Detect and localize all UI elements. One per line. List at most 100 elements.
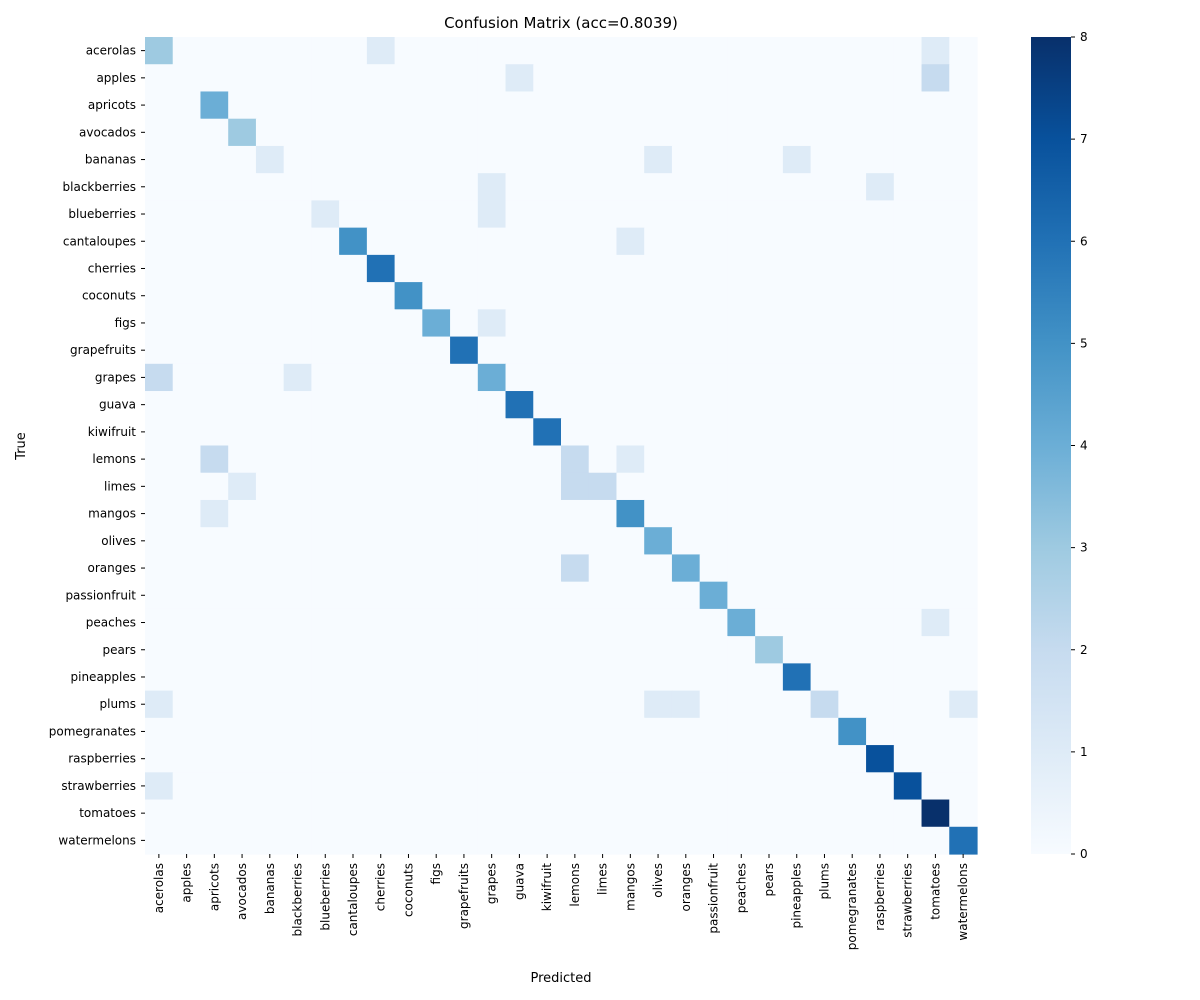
heatmap-cell	[505, 363, 534, 392]
heatmap-cell	[893, 391, 923, 419]
heatmap-cell	[866, 391, 895, 419]
heatmap-cell	[810, 91, 839, 120]
x-tick-label: cantaloupes	[346, 863, 360, 936]
heatmap-cell	[366, 418, 396, 447]
heatmap-cell	[671, 636, 701, 664]
heatmap-cell	[255, 391, 285, 419]
heatmap-cell	[228, 445, 257, 474]
heatmap-cell	[727, 472, 756, 501]
heatmap-cell	[394, 499, 423, 528]
heatmap-cell	[366, 118, 396, 147]
heatmap-cell	[755, 663, 784, 692]
heatmap-cell	[866, 799, 895, 828]
heatmap-cell	[893, 64, 923, 93]
heatmap-cell	[339, 173, 368, 201]
heatmap-cell	[533, 227, 562, 256]
y-tick-label: figs	[115, 316, 136, 330]
heatmap-cell	[255, 799, 285, 828]
heatmap-cell	[699, 799, 728, 828]
heatmap-cell	[145, 554, 174, 583]
x-tick-label: oranges	[679, 863, 693, 912]
heatmap-cell	[755, 799, 784, 828]
heatmap-cell	[644, 472, 673, 501]
heatmap-cell	[616, 363, 645, 392]
heatmap-cell	[949, 118, 978, 147]
heatmap-cell	[616, 745, 645, 773]
heatmap-cell	[866, 363, 895, 392]
y-tick-label: apples	[96, 71, 136, 85]
heatmap-cell	[949, 200, 978, 229]
heatmap-cell	[588, 608, 618, 637]
heatmap-cell	[172, 472, 202, 501]
heatmap-cell	[588, 418, 618, 447]
heatmap-cell	[477, 37, 507, 65]
heatmap-cell	[505, 717, 534, 746]
heatmap-cell	[283, 445, 312, 474]
heatmap-cell	[172, 91, 202, 120]
heatmap-cell	[366, 826, 396, 855]
heatmap-cell	[755, 363, 784, 392]
heatmap-cell	[921, 608, 950, 637]
heatmap-cell	[561, 608, 590, 637]
heatmap-cell	[782, 173, 812, 201]
heatmap-cell	[145, 445, 174, 474]
colorbar-tick-label: 8	[1080, 30, 1088, 44]
heatmap-cell	[505, 663, 534, 692]
heatmap-cell	[339, 663, 368, 692]
heatmap-cell	[283, 282, 312, 310]
heatmap-cell	[283, 799, 312, 828]
x-tick-label: avocados	[235, 863, 249, 920]
heatmap-cell	[588, 145, 618, 174]
heatmap-cell	[394, 472, 423, 501]
heatmap-cell	[810, 527, 839, 556]
x-tick-label: mangos	[623, 863, 637, 911]
heatmap-cell	[311, 145, 340, 174]
heatmap-cell	[893, 717, 923, 746]
heatmap-cell	[477, 118, 507, 147]
heatmap-cell	[755, 717, 784, 746]
heatmap-cell	[422, 745, 451, 773]
heatmap-cell	[450, 581, 479, 610]
x-axis-label: Predicted	[530, 971, 591, 986]
heatmap-cell	[533, 717, 562, 746]
heatmap-cell	[172, 200, 202, 229]
heatmap-cell	[727, 581, 756, 610]
heatmap-cell	[311, 118, 340, 147]
heatmap-cell	[949, 145, 978, 174]
heatmap-cell	[838, 608, 867, 637]
heatmap-cell	[561, 37, 590, 65]
heatmap-cell	[782, 663, 812, 692]
heatmap-cell	[727, 608, 756, 637]
heatmap-cell	[949, 717, 978, 746]
heatmap-cell	[450, 254, 479, 283]
heatmap-cell	[782, 826, 812, 855]
heatmap-cell	[755, 418, 784, 447]
heatmap-cell	[949, 309, 978, 338]
heatmap-cell	[339, 227, 368, 256]
heatmap-cell	[755, 581, 784, 610]
heatmap-cell	[727, 227, 756, 256]
heatmap-cell	[283, 472, 312, 501]
heatmap-cell	[810, 472, 839, 501]
heatmap-cell	[921, 717, 950, 746]
heatmap-cell	[366, 581, 396, 610]
heatmap-cell	[727, 554, 756, 583]
heatmap-cell	[477, 309, 507, 338]
y-tick-label: tomatoes	[79, 806, 136, 820]
heatmap-cell	[228, 717, 257, 746]
heatmap-cell	[699, 37, 728, 65]
heatmap-cell	[422, 608, 451, 637]
heatmap-cell	[477, 227, 507, 256]
heatmap-cell	[283, 745, 312, 773]
heatmap-cell	[450, 64, 479, 93]
heatmap-cell	[533, 418, 562, 447]
y-tick-label: blueberries	[68, 207, 136, 221]
heatmap-cell	[755, 690, 784, 719]
heatmap-cell	[422, 418, 451, 447]
heatmap-cell	[450, 636, 479, 664]
heatmap-cell	[505, 309, 534, 338]
heatmap-cell	[755, 826, 784, 855]
heatmap-cell	[477, 200, 507, 229]
heatmap-cell	[366, 499, 396, 528]
heatmap-cell	[616, 663, 645, 692]
